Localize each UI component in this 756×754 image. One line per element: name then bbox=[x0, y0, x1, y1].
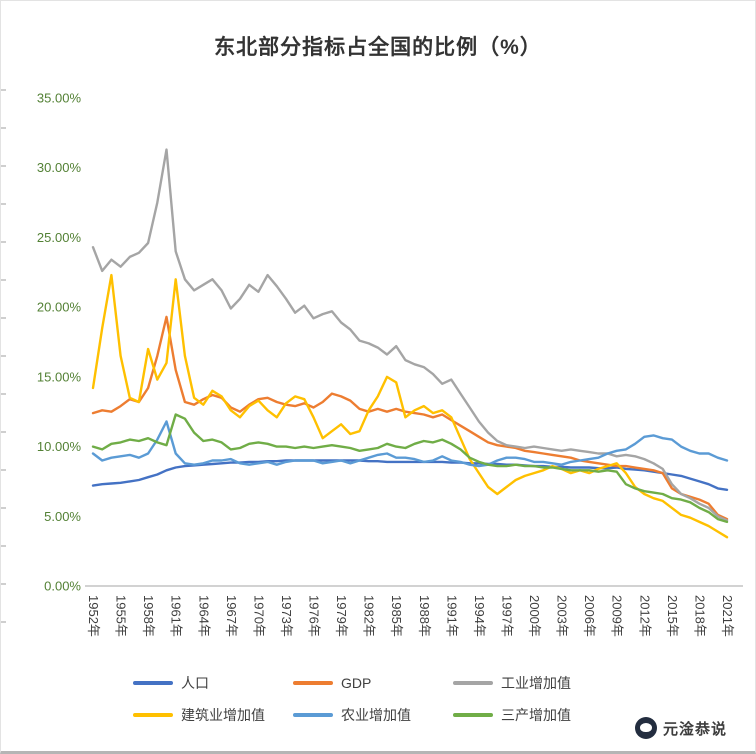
x-tick-label: 1967年 bbox=[224, 595, 239, 637]
watermark-logo-icon bbox=[634, 717, 657, 739]
x-tick-label: 1958年 bbox=[141, 595, 156, 637]
watermark-text: 元淦恭说 bbox=[662, 720, 727, 738]
y-tick-label: 5.00% bbox=[44, 509, 81, 524]
legend-label: 建筑业增加值 bbox=[181, 707, 265, 723]
y-tick-label: 30.00% bbox=[37, 160, 82, 175]
x-tick-label: 2009年 bbox=[610, 595, 625, 637]
x-tick-label: 2003年 bbox=[555, 595, 570, 637]
x-tick-label: 1976年 bbox=[307, 595, 322, 637]
y-tick-label: 15.00% bbox=[37, 369, 82, 384]
legend-label: 三产增加值 bbox=[501, 707, 571, 723]
legend-item-agriculture: 农业增加值 bbox=[293, 705, 453, 725]
x-tick-label: 1970年 bbox=[251, 595, 266, 637]
y-tick-label: 0.00% bbox=[44, 579, 81, 594]
x-tick-label: 1961年 bbox=[169, 595, 184, 637]
legend-line-swatch bbox=[453, 681, 493, 685]
x-tick-label: 2012年 bbox=[637, 595, 652, 637]
series-line-3 bbox=[91, 273, 729, 539]
legend-line-swatch bbox=[453, 713, 493, 717]
legend-line-swatch bbox=[133, 681, 173, 685]
legend-item-tertiary: 三产增加值 bbox=[453, 705, 613, 725]
x-tick-label: 2006年 bbox=[582, 595, 597, 637]
legend-line-swatch bbox=[293, 681, 333, 685]
x-tick-label: 1997年 bbox=[499, 595, 514, 637]
x-tick-label: 1955年 bbox=[114, 595, 129, 637]
legend-line-swatch bbox=[133, 713, 173, 717]
legend-label: 工业增加值 bbox=[501, 675, 571, 691]
chart-legend: 人口 GDP 工业增加值 建筑业增加值 农业增加值 三产增加值 bbox=[133, 673, 673, 737]
x-tick-label: 1994年 bbox=[472, 595, 487, 637]
x-tick-label: 1982年 bbox=[362, 595, 377, 637]
legend-item-construction: 建筑业增加值 bbox=[133, 705, 293, 725]
x-tick-label: 2021年 bbox=[720, 595, 735, 637]
y-tick-label: 35.00% bbox=[37, 91, 82, 106]
series-line-5 bbox=[91, 413, 729, 524]
legend-item-gdp: GDP bbox=[293, 673, 453, 693]
legend-label: 农业增加值 bbox=[341, 707, 411, 723]
legend-label: 人口 bbox=[181, 675, 209, 691]
legend-row-1: 人口 GDP 工业增加值 bbox=[133, 673, 673, 693]
legend-label: GDP bbox=[341, 675, 372, 691]
x-tick-label: 1985年 bbox=[389, 595, 404, 637]
series-line-4 bbox=[91, 420, 729, 468]
watermark: 元淦恭说 bbox=[634, 717, 727, 739]
series-line-1 bbox=[91, 315, 729, 521]
x-tick-label: 2018年 bbox=[692, 595, 707, 637]
y-tick-label: 10.00% bbox=[37, 439, 82, 454]
x-tick-label: 1979年 bbox=[334, 595, 349, 637]
x-tick-label: 1991年 bbox=[444, 595, 459, 637]
x-tick-label: 2015年 bbox=[665, 595, 680, 637]
y-tick-label: 25.00% bbox=[37, 230, 82, 245]
x-tick-label: 1988年 bbox=[417, 595, 432, 637]
y-tick-label: 20.00% bbox=[37, 300, 82, 315]
legend-item-industrial: 工业增加值 bbox=[453, 673, 613, 693]
legend-row-2: 建筑业增加值 农业增加值 三产增加值 bbox=[133, 705, 673, 725]
series-line-2 bbox=[91, 148, 729, 522]
x-tick-label: 1973年 bbox=[279, 595, 294, 637]
line-chart: 35.00% 30.00% 25.00% 20.00% 15.00% 10.00% 5.00… bbox=[37, 91, 743, 637]
x-tick-label: 1964年 bbox=[196, 595, 211, 637]
x-tick-label: 1952年 bbox=[86, 595, 101, 637]
chart-title: 东北部分指标占全国的比例（%） bbox=[214, 36, 542, 59]
legend-line-swatch bbox=[293, 713, 333, 717]
x-tick-label: 2000年 bbox=[527, 595, 542, 637]
legend-item-population: 人口 bbox=[133, 673, 293, 693]
